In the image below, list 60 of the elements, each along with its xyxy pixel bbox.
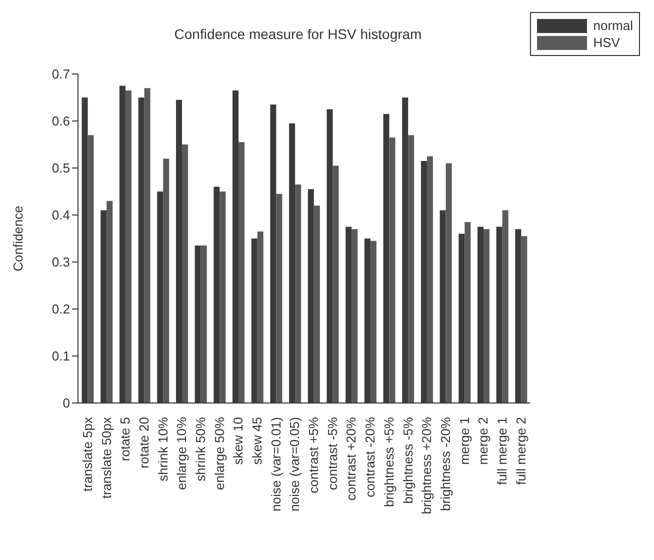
x-tick-label: rotate 20	[136, 417, 152, 468]
x-tick-label: brightness -5%	[400, 416, 416, 504]
bar	[125, 90, 132, 403]
x-tick-label: translate 50px	[98, 416, 114, 499]
bar	[238, 142, 245, 403]
bar	[408, 135, 414, 403]
legend-label: normal	[592, 18, 633, 33]
bar	[163, 158, 170, 403]
y-tick-label: 0.4	[52, 208, 70, 223]
x-tick-label: contrast -5%	[324, 416, 340, 490]
y-axis-title: Confidence	[10, 206, 26, 272]
legend-label: HSV	[592, 35, 621, 50]
x-tick-label: full merge 1	[494, 417, 510, 485]
x-tick-label: shrink 10%	[155, 416, 170, 482]
bar	[352, 229, 358, 403]
bar	[276, 194, 282, 403]
x-tick-label: noise (var=0.01)	[268, 417, 284, 512]
bar	[389, 137, 396, 403]
x-tick-label: contrast +20%	[344, 416, 359, 500]
x-tick-label: shrink 50%	[192, 416, 208, 482]
bar	[446, 163, 452, 403]
x-tick-label: brightness +20%	[419, 416, 434, 514]
y-tick-label: 0.3	[52, 254, 70, 270]
x-tick-label: contrast -20%	[362, 416, 378, 498]
chart-title: Confidence measure for HSV histogram	[173, 26, 423, 42]
bar	[314, 206, 320, 403]
bar	[295, 184, 302, 403]
y-tick-label: 0.7	[52, 66, 70, 82]
bar	[521, 236, 528, 403]
x-tick-label: merge 1	[456, 417, 472, 465]
y-tick-label: 0.1	[52, 348, 70, 364]
x-tick-label: merge 2	[476, 417, 491, 465]
bar	[220, 192, 226, 403]
bar	[370, 240, 376, 403]
y-tick-label: 0.2	[52, 302, 70, 317]
y-tick-label: 0.6	[52, 114, 70, 129]
bar	[144, 88, 150, 403]
bar	[483, 229, 490, 403]
bar	[332, 166, 339, 403]
x-tick-label: skew 45	[250, 417, 265, 465]
x-tick-label: skew 10	[230, 417, 246, 465]
bar	[502, 210, 508, 403]
x-tick-label: brightness +5%	[381, 416, 396, 507]
x-tick-label: enlarge 10%	[174, 416, 190, 490]
bar	[88, 135, 94, 403]
bar	[182, 144, 188, 403]
x-tick-label: contrast +5%	[306, 416, 322, 494]
x-tick-label: enlarge 50%	[212, 416, 227, 490]
x-tick-label: translate 5px	[80, 416, 95, 492]
y-tick-label: 0	[62, 396, 70, 411]
x-tick-label: rotate 5	[118, 417, 133, 462]
bar	[426, 156, 433, 403]
bar	[464, 222, 471, 403]
bar	[257, 231, 264, 403]
x-tick-label: brightness -20%	[438, 416, 453, 511]
y-tick-label: 0.5	[52, 160, 70, 176]
x-tick-label: noise (var=0.05)	[287, 417, 302, 512]
bar	[106, 200, 113, 403]
bar	[200, 246, 207, 403]
x-tick-label: full merge 2	[513, 417, 528, 485]
